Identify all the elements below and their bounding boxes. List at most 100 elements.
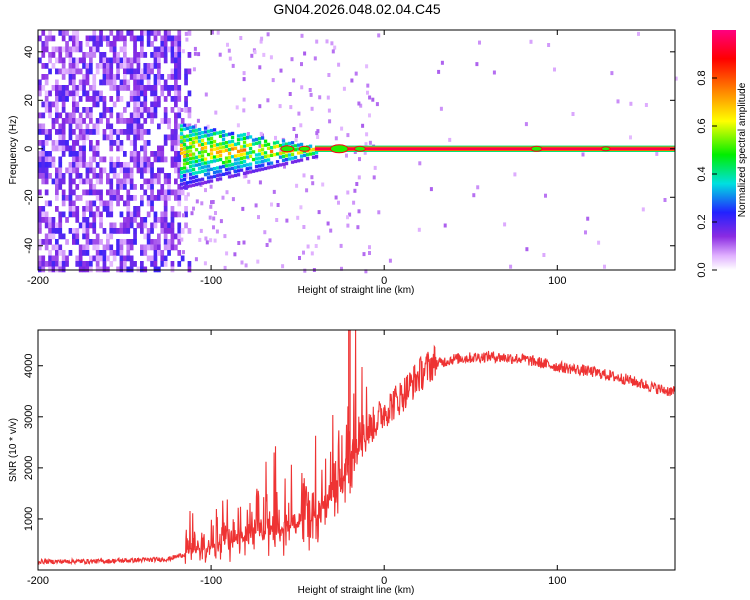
noise-cell (106, 107, 110, 113)
faint-cell (542, 253, 546, 257)
noise-cell (157, 250, 161, 256)
transition-cell (221, 164, 226, 169)
noise-cell (153, 35, 158, 42)
transition-cell (191, 160, 196, 164)
noise-cell (55, 90, 59, 97)
faint-cell (303, 51, 307, 56)
noise-cell (41, 123, 46, 130)
transition-cell (200, 146, 205, 150)
faint-cell (318, 95, 322, 100)
transition-cell (245, 167, 250, 171)
noise-cell (153, 173, 158, 179)
transition-cell (212, 159, 217, 163)
noise-cell (123, 162, 127, 168)
faint-cell (529, 39, 533, 44)
faint-cell (181, 49, 185, 54)
noise-cell (153, 261, 158, 267)
noise-cell (143, 107, 148, 113)
noise-cell (102, 250, 107, 256)
noise-cell (177, 96, 182, 102)
transition-cell (188, 176, 193, 180)
noise-cell (187, 261, 192, 267)
noise-cell (160, 90, 165, 97)
noise-cell (184, 222, 188, 229)
y-tick-label: 40 (23, 46, 35, 58)
noise-cell (72, 189, 76, 196)
noise-cell (153, 112, 158, 119)
noise-cell (129, 30, 134, 36)
noise-cell (44, 134, 49, 141)
transition-cell (218, 157, 223, 162)
faint-cell (195, 199, 199, 204)
faint-cell (303, 268, 307, 273)
transition-cell (188, 141, 193, 145)
noise-cell (167, 74, 171, 80)
noise-cell (44, 239, 49, 245)
noise-cell (109, 46, 114, 53)
transition-cell (263, 143, 268, 147)
snr-x-label: Height of straight line (km) (298, 585, 415, 596)
faint-cell (358, 157, 361, 162)
noise-cell (102, 63, 107, 69)
noise-cell (48, 239, 52, 245)
transition-cell (194, 175, 199, 179)
noise-cell (68, 57, 73, 64)
noise-cell (153, 239, 158, 245)
noise-cell (58, 46, 63, 53)
faint-cell (254, 203, 258, 208)
noise-cell (157, 151, 161, 157)
faint-cell (180, 108, 184, 112)
noise-cell (82, 261, 86, 267)
noise-cell (51, 244, 56, 251)
transition-cell (266, 142, 271, 147)
noise-cell (92, 167, 97, 174)
faint-cell (258, 65, 262, 70)
faint-cell (340, 266, 343, 271)
noise-cell (68, 79, 73, 86)
noise-cell (123, 129, 127, 135)
faint-cell (208, 215, 212, 220)
noise-cell (163, 30, 168, 36)
noise-cell (140, 123, 144, 130)
faint-cell (355, 182, 359, 186)
transition-cell (230, 131, 235, 136)
noise-cell (48, 266, 52, 273)
noise-cell (157, 63, 161, 69)
noise-cell (177, 57, 182, 64)
noise-cell (140, 35, 144, 42)
noise-cell (174, 156, 178, 163)
noise-cell (140, 228, 144, 234)
faint-cell (310, 106, 314, 111)
noise-cell (177, 195, 182, 201)
noise-cell (153, 52, 158, 58)
faint-cell (346, 190, 350, 195)
noise-cell (177, 63, 182, 69)
noise-cell (75, 90, 80, 97)
transition-cell (233, 166, 238, 170)
noise-cell (119, 85, 124, 91)
noise-cell (119, 118, 124, 124)
transition-cell (257, 156, 262, 160)
noise-cell (143, 68, 148, 75)
noise-cell (41, 217, 46, 223)
noise-cell (146, 195, 151, 201)
transition-cell (218, 146, 223, 150)
noise-cell (123, 63, 127, 69)
faint-cell (365, 132, 369, 137)
faint-cell (260, 36, 264, 41)
noise-cell (48, 228, 52, 234)
transition-cell (245, 155, 250, 159)
noise-cell (58, 134, 63, 141)
noise-cell (133, 46, 137, 53)
transition-cell (251, 169, 256, 173)
noise-cell (68, 68, 73, 75)
noise-cell (133, 90, 137, 97)
noise-cell (167, 250, 171, 256)
noise-cell (170, 189, 175, 196)
noise-cell (157, 173, 161, 179)
noise-cell (82, 250, 86, 256)
noise-cell (143, 178, 148, 185)
noise-cell (174, 57, 178, 64)
noise-cell (136, 129, 141, 135)
noise-cell (136, 211, 141, 218)
